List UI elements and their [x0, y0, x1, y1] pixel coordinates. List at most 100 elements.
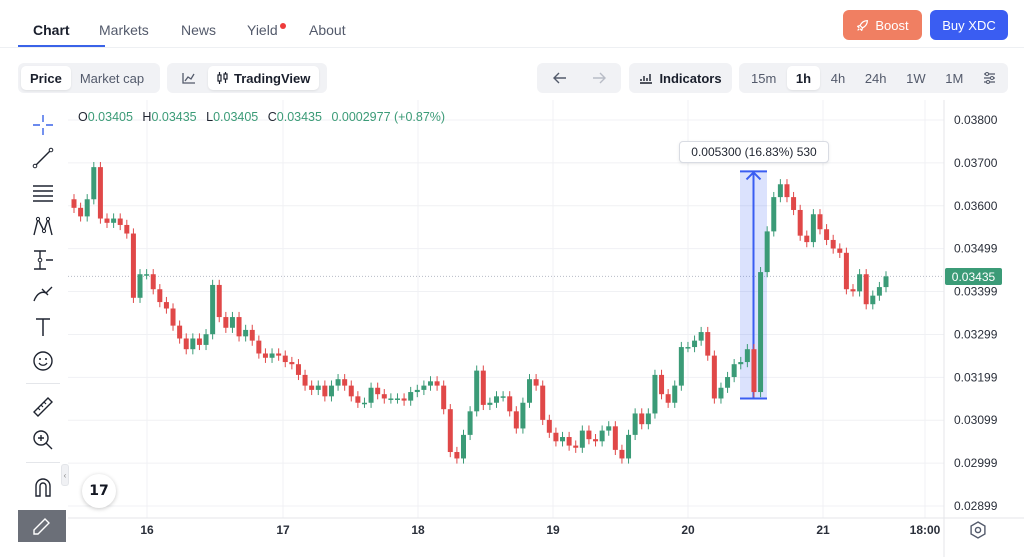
undo-redo-group — [537, 63, 621, 93]
drawing-toolbar — [18, 105, 66, 555]
indicators-icon — [639, 72, 653, 84]
low-label: L — [206, 110, 214, 124]
candle-body — [672, 385, 678, 403]
candle-body — [751, 349, 757, 393]
candle-body — [711, 355, 717, 399]
candle-body — [342, 379, 348, 386]
candle-body — [361, 402, 367, 405]
candle-body — [137, 274, 143, 298]
ruler-tool[interactable] — [30, 394, 56, 420]
line-chart-option[interactable] — [170, 66, 208, 90]
candle-body — [718, 387, 724, 399]
crosshair-tool[interactable] — [30, 112, 56, 138]
text-icon — [32, 316, 54, 338]
interval-1h[interactable]: 1h — [786, 66, 821, 90]
lock-drawings-tool[interactable] — [18, 510, 66, 542]
price-option[interactable]: Price — [21, 66, 71, 90]
candle-body — [553, 432, 559, 442]
candle-body — [777, 184, 783, 198]
candle-body — [355, 396, 361, 403]
x-tick-label: 17 — [276, 523, 290, 537]
text-tool[interactable] — [30, 314, 56, 340]
interval-15m[interactable]: 15m — [751, 70, 777, 86]
candle-body — [441, 385, 447, 410]
toolbar-divider — [26, 383, 60, 384]
candle-body — [262, 353, 268, 358]
candle-body — [540, 385, 546, 420]
pencil-lock-icon — [31, 515, 53, 537]
candle-body — [731, 364, 737, 378]
candle-body — [513, 411, 519, 429]
candle-body — [388, 398, 394, 400]
candle-body — [210, 284, 216, 335]
tradingview-label: TradingView — [234, 70, 311, 86]
candle-body — [566, 437, 572, 446]
marketcap-option[interactable]: Market cap — [79, 70, 145, 86]
candle-body — [460, 434, 466, 459]
candle-body — [249, 329, 255, 341]
tab-yield[interactable]: Yield — [247, 22, 278, 38]
tab-about[interactable]: About — [309, 22, 346, 38]
y-tick-label: 0.02899 — [954, 499, 998, 513]
close-label: C — [267, 110, 277, 124]
y-tick-label: 0.03399 — [954, 285, 998, 299]
zoom-tool[interactable] — [30, 427, 56, 453]
candle-body — [738, 362, 744, 365]
emoji-tool[interactable] — [30, 348, 56, 374]
fib-tool[interactable] — [30, 179, 56, 205]
toolbar-collapse-handle[interactable]: ‹ — [61, 464, 69, 486]
brush-tool[interactable] — [30, 281, 56, 307]
candle-body — [579, 430, 585, 448]
ruler-icon — [32, 396, 54, 418]
y-tick-label: 0.03199 — [954, 370, 998, 384]
candle-body — [612, 426, 618, 450]
magnet-tool[interactable] — [30, 474, 56, 500]
candles-icon — [217, 72, 229, 84]
notification-dot — [280, 23, 286, 29]
tab-chart[interactable]: Chart — [33, 22, 70, 38]
interval-4h[interactable]: 4h — [830, 70, 846, 86]
redo-arrow-icon[interactable] — [592, 72, 606, 84]
interval-1m[interactable]: 1M — [945, 70, 964, 86]
trendline-tool[interactable] — [30, 145, 56, 171]
candle-body — [817, 214, 823, 230]
candle-body — [454, 452, 460, 459]
zoom-in-icon — [32, 429, 54, 451]
candle-body — [758, 272, 764, 393]
buy-button[interactable]: Buy XDC — [930, 10, 1008, 40]
brush-icon — [32, 283, 54, 305]
x-tick-label: 20 — [681, 523, 695, 537]
measure-tool[interactable] — [30, 247, 56, 273]
chart-settings-button[interactable] — [974, 66, 1005, 90]
candle-body — [124, 224, 130, 234]
candle-body — [744, 349, 750, 363]
indicators-button[interactable]: Indicators — [629, 63, 732, 93]
interval-24h[interactable]: 24h — [864, 70, 887, 86]
candle-body — [639, 413, 645, 425]
candle-body — [810, 214, 816, 243]
candle-body — [665, 394, 671, 403]
candle-body — [256, 340, 262, 354]
x-tick-label: 18 — [411, 523, 425, 537]
candle-body — [130, 233, 136, 298]
candle-body — [322, 385, 328, 397]
y-tick-label: 0.02999 — [954, 456, 998, 470]
tradingview-option[interactable]: TradingView — [208, 66, 320, 90]
candle-body — [883, 276, 889, 288]
candle-body — [223, 317, 229, 328]
candle-body — [784, 184, 790, 198]
boost-label: Boost — [875, 17, 909, 33]
tab-news[interactable]: News — [181, 22, 217, 38]
interval-1w[interactable]: 1W — [906, 70, 926, 86]
undo-arrow-icon[interactable] — [552, 72, 567, 84]
candle-body — [876, 287, 882, 296]
tab-markets[interactable]: Markets — [99, 22, 149, 38]
tradingview-logo[interactable]: 17 — [82, 474, 116, 508]
pattern-tool[interactable] — [30, 213, 56, 239]
candle-body — [84, 199, 90, 217]
candle-body — [507, 396, 513, 412]
axis-settings-button[interactable] — [969, 521, 987, 539]
boost-button[interactable]: Boost — [843, 10, 922, 40]
candle-body — [632, 413, 638, 435]
